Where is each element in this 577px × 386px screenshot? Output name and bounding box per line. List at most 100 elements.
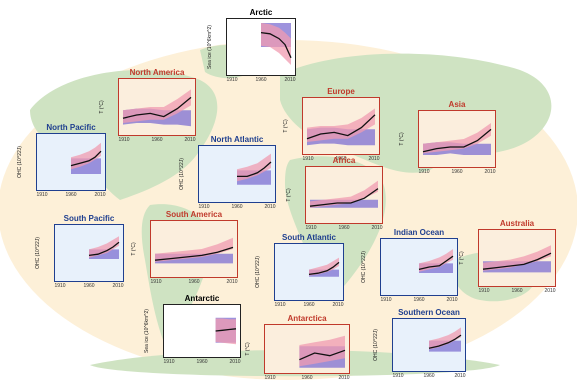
x-tick-label: 1910 [198, 204, 210, 210]
anthropogenic-forcing-band [155, 237, 233, 262]
y-axis-label: T (°C) [286, 188, 292, 202]
x-tick-label: 1960 [83, 283, 95, 289]
x-tick-label: 2010 [226, 279, 238, 285]
x-tick-label: 1910 [478, 288, 490, 294]
y-axis-label: OHC (10^22J) [179, 158, 185, 190]
observed-line [215, 328, 237, 332]
y-axis-label: OHC (10^22J) [255, 256, 261, 288]
panel-title: South Atlantic [282, 233, 336, 242]
x-tick-label: 1910 [392, 373, 404, 379]
panel-north-atlantic: North Atlantic OHC (10^22J) 1910 1960 2010 [179, 135, 276, 210]
plot-area [154, 237, 234, 264]
anthropogenic-forcing-band [309, 257, 339, 276]
panel-indian-ocean: Indian Ocean OHC (10^22J) 1910 1960 2010 [361, 228, 458, 303]
x-tick-label: 1960 [65, 192, 77, 198]
observed-line [306, 114, 376, 140]
y-axis-label: T (°C) [99, 100, 105, 114]
x-tick-label: 1960 [413, 297, 425, 303]
x-tick-label: 2010 [544, 288, 556, 294]
panel-title: Indian Ocean [393, 228, 445, 237]
anthropogenic-forcing-band [483, 245, 551, 271]
plot-area [482, 245, 552, 273]
x-tick-label: 2010 [484, 169, 496, 175]
panel-title: North America [129, 68, 185, 77]
panel-title: South Pacific [63, 214, 115, 223]
y-axis-label: T (°C) [245, 342, 251, 356]
plot-area [308, 257, 340, 277]
plot-area [260, 23, 292, 65]
x-tick-label: 1960 [511, 288, 523, 294]
x-tick-label: 1960 [151, 137, 163, 143]
plot-area [309, 180, 379, 208]
x-tick-label: 1960 [255, 77, 267, 83]
panel-title: Antarctica [287, 314, 327, 323]
panel-title: Asia [448, 100, 466, 109]
anthropogenic-forcing-band [423, 123, 491, 154]
x-tick-label: 2010 [371, 225, 383, 231]
plot-area [418, 249, 454, 273]
plot-area [237, 153, 272, 185]
anthropogenic-forcing-band [237, 153, 271, 182]
x-tick-label: 2010 [264, 204, 276, 210]
panel-title: South America [165, 210, 223, 219]
x-tick-label: 1910 [305, 225, 317, 231]
x-tick-label: 1960 [188, 279, 200, 285]
y-axis-label: T (°C) [283, 119, 289, 133]
anthropogenic-forcing-band [310, 180, 378, 208]
observed-line [309, 188, 379, 207]
panel-southern-ocean: Southern Ocean OHC (10^22J) 1910 1960 2010 [373, 308, 466, 379]
y-axis-label: Sea ice (10^6km^2) [207, 25, 213, 69]
observed-line [418, 255, 454, 271]
panel-title: Africa [332, 156, 356, 165]
panel-australia: Australia T (°C) 1910 1960 2010 [459, 219, 556, 294]
plot-area [306, 108, 376, 146]
anthropogenic-forcing-band [215, 318, 236, 345]
y-axis-label: T (°C) [459, 251, 465, 265]
observed-line [70, 150, 102, 167]
panel-arctic: Arctic Sea ice (10^6km^2) 1910 1960 2010 [207, 8, 296, 83]
panel-south-atlantic: South Atlantic OHC (10^22J) 1910 1960 2010 [255, 233, 344, 308]
x-tick-label: 2010 [184, 137, 196, 143]
anthropogenic-forcing-band [299, 335, 345, 367]
x-tick-label: 1910 [163, 359, 175, 365]
panel-europe: Europe T (°C) 1910 1960 2010 [283, 87, 380, 162]
plot-area [428, 327, 462, 352]
x-tick-label: 1960 [335, 156, 347, 162]
plot-area [122, 89, 192, 127]
x-tick-label: 1960 [301, 375, 313, 381]
x-tick-label: 1910 [118, 137, 130, 143]
anthropogenic-forcing-band [71, 142, 101, 170]
panel-north-pacific: North Pacific OHC (10^22J) 1910 1960 2010 [17, 123, 106, 198]
x-tick-label: 1910 [226, 77, 238, 83]
panel-title: Australia [499, 219, 535, 228]
x-tick-label: 1960 [451, 169, 463, 175]
x-tick-label: 1910 [302, 156, 314, 162]
panel-africa: Africa T (°C) 1910 1960 2010 [286, 156, 383, 231]
x-tick-label: 2010 [338, 375, 350, 381]
y-axis-label: OHC (10^22J) [361, 251, 367, 283]
panel-title: Arctic [249, 8, 273, 17]
y-axis-label: T (°C) [131, 242, 137, 256]
x-tick-label: 2010 [229, 359, 241, 365]
observed-line [154, 246, 234, 261]
y-axis-label: OHC (10^22J) [373, 329, 379, 361]
panel-asia: Asia T (°C) 1910 1960 2010 [399, 100, 496, 175]
panel-antarctica: Antarctica T (°C) 1910 1960 2010 [245, 314, 350, 381]
observed-line [122, 96, 192, 119]
x-tick-label: 1910 [264, 375, 276, 381]
panel-title: Southern Ocean [398, 308, 460, 317]
anthropogenic-forcing-band [429, 327, 461, 350]
plot-area [88, 236, 120, 259]
observed-line [422, 128, 492, 153]
x-tick-label: 1960 [196, 359, 208, 365]
x-tick-label: 1910 [274, 302, 286, 308]
x-tick-label: 2010 [284, 77, 296, 83]
x-tick-label: 1910 [150, 279, 162, 285]
x-tick-label: 1910 [380, 297, 392, 303]
anthropogenic-forcing-band [89, 236, 119, 258]
x-tick-label: 2010 [112, 283, 124, 289]
plot-area [299, 335, 346, 368]
observed-line [428, 334, 462, 349]
panel-title: Antarctic [184, 294, 220, 303]
x-tick-label: 1960 [303, 302, 315, 308]
